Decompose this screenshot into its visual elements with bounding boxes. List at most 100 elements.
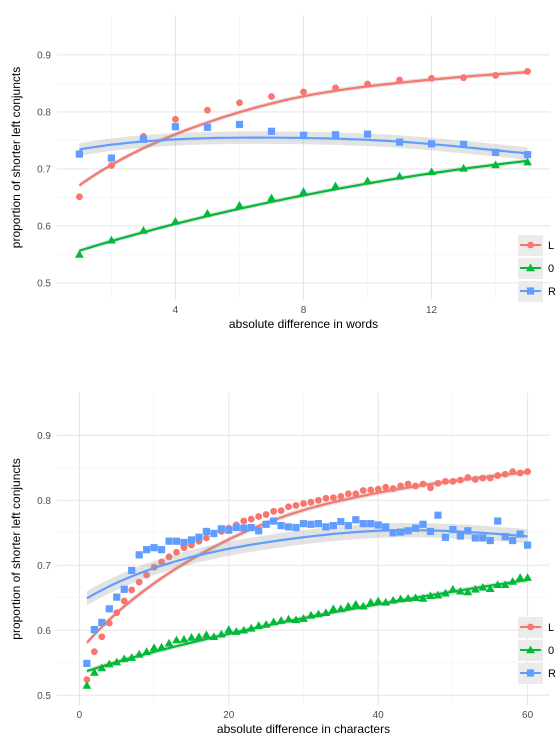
data-point [240, 524, 248, 532]
data-point [501, 533, 509, 541]
data-point [322, 494, 330, 502]
data-point [329, 522, 337, 530]
data-point [292, 523, 300, 532]
data-point [395, 171, 404, 180]
data-point [404, 480, 412, 488]
data-point [108, 162, 115, 169]
data-point [165, 553, 173, 561]
data-point [204, 106, 211, 114]
data-point [524, 68, 531, 75]
y-tick-label: 0.7 [37, 164, 51, 175]
data-point [523, 157, 532, 166]
data-point [171, 216, 180, 225]
data-point [331, 131, 340, 139]
data-point [262, 520, 270, 528]
data-point [247, 515, 255, 523]
smooth-line [79, 159, 528, 252]
data-point [396, 76, 403, 84]
data-point [299, 131, 308, 139]
data-point [500, 580, 510, 589]
data-point [523, 151, 532, 159]
confidence-band [79, 158, 528, 253]
data-point [491, 148, 500, 156]
data-point [389, 485, 397, 492]
data-point [172, 115, 179, 123]
data-point [307, 498, 315, 506]
data-point [359, 520, 367, 528]
data-point [486, 474, 494, 482]
legend-label: R [548, 668, 556, 680]
data-point [134, 649, 144, 658]
data-point [128, 586, 136, 594]
data-point [337, 492, 345, 500]
y-axis-title: proportion of shorter left conjuncts [9, 67, 23, 248]
data-point [426, 527, 435, 536]
legend-label: R [548, 286, 556, 298]
data-point [277, 507, 285, 515]
data-point [247, 523, 255, 532]
data-point [441, 533, 450, 541]
data-point [299, 520, 308, 528]
x-tick-label: 4 [173, 305, 179, 316]
data-point [464, 474, 472, 481]
data-point [224, 625, 234, 633]
data-point [449, 478, 457, 485]
data-point [83, 676, 91, 684]
data-point [479, 534, 487, 542]
y-tick-label: 0.9 [37, 431, 51, 442]
data-point [149, 643, 159, 652]
data-point [180, 538, 188, 547]
data-point [516, 469, 524, 477]
data-point [464, 527, 472, 535]
data-point [270, 517, 278, 525]
data-point [172, 635, 181, 644]
data-point [494, 517, 502, 525]
data-point [351, 599, 361, 608]
data-point [285, 503, 292, 511]
data-point [388, 595, 398, 604]
data-point [463, 587, 473, 596]
legend-label: L [548, 622, 554, 634]
data-point [374, 521, 382, 529]
data-point [284, 614, 293, 623]
data-point [411, 524, 420, 532]
data-point [404, 527, 412, 535]
data-point [203, 123, 212, 131]
data-point [75, 250, 84, 258]
data-point [217, 525, 225, 533]
data-point [344, 522, 352, 530]
data-point [194, 632, 204, 641]
data-point [382, 523, 390, 531]
data-point [516, 530, 524, 538]
x-tick-label: 60 [522, 710, 534, 721]
data-point [104, 659, 114, 668]
data-point [113, 609, 121, 617]
x-axis-title: absolute difference in words [229, 317, 378, 331]
data-point [98, 618, 106, 627]
data-point [239, 625, 249, 634]
data-point [255, 527, 263, 535]
data-point [426, 591, 435, 600]
data-point [493, 580, 503, 589]
data-point [412, 482, 419, 490]
data-point [397, 482, 405, 490]
y-tick-label: 0.6 [37, 221, 51, 232]
y-tick-label: 0.7 [37, 561, 51, 572]
data-point [236, 99, 243, 107]
chart-panel-1: 4 8 12 0.5 0.6 0.7 0.8 0.9 absolute difference i… [9, 15, 556, 331]
legend: L 0 R [518, 235, 556, 302]
data-point [329, 494, 337, 502]
data-point [195, 533, 203, 541]
data-point [523, 541, 532, 549]
data-point [262, 511, 270, 518]
x-tick-label: 0 [77, 710, 83, 721]
data-point [277, 522, 285, 530]
data-point [119, 654, 129, 663]
data-point [203, 208, 212, 217]
data-point [428, 74, 435, 82]
data-point [441, 588, 450, 597]
data-point [374, 485, 382, 493]
data-point [382, 483, 390, 491]
data-point [315, 496, 322, 504]
data-point [434, 479, 442, 487]
